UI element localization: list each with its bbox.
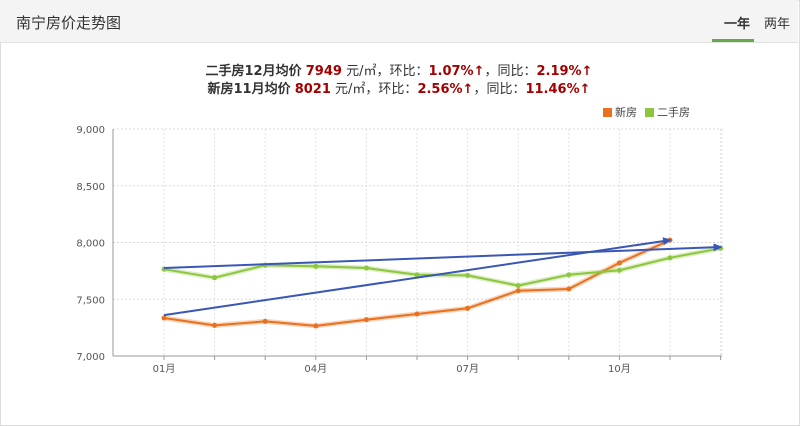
y-tick-label: 8,500 (76, 182, 105, 193)
series-point-1[interactable] (414, 272, 420, 278)
series-point-1[interactable] (515, 283, 521, 289)
new-price: 8021 (294, 82, 331, 97)
new-yoy: 11.46%↑ (525, 82, 591, 97)
series-point-0[interactable] (262, 318, 268, 324)
series-point-0[interactable] (616, 260, 622, 266)
series-point-0[interactable] (465, 305, 471, 311)
y-tick-label: 9,000 (76, 125, 105, 136)
series-point-1[interactable] (212, 275, 218, 281)
series-point-1[interactable] (313, 263, 319, 269)
resale-unit: 元/㎡，环比： (346, 64, 429, 79)
legend-swatch-resale (645, 107, 654, 117)
page-title: 南宁房价走势图 (16, 14, 122, 32)
series-point-0[interactable] (363, 317, 369, 323)
series-point-0[interactable] (566, 286, 572, 292)
y-tick-label: 7,000 (76, 352, 105, 363)
x-tick-label: 07月 (456, 363, 479, 375)
tab-one-year[interactable]: 一年 (724, 17, 751, 32)
series-line-1 (163, 247, 721, 287)
series-point-0[interactable] (414, 311, 420, 317)
series-point-0[interactable] (161, 315, 167, 321)
series-point-1[interactable] (363, 265, 369, 271)
tab-two-years[interactable]: 两年 (764, 17, 791, 32)
resale-price: 7949 (305, 64, 342, 79)
legend-item-new[interactable]: 新房 (603, 104, 637, 120)
resale-sep: ，同比： (484, 64, 537, 79)
series-point-1[interactable] (465, 272, 471, 278)
series-point-1[interactable] (566, 272, 572, 278)
y-tick-label: 8,000 (76, 239, 105, 250)
new-label: 新房11月均价 (207, 82, 291, 97)
new-mom: 2.56%↑ (417, 82, 474, 97)
series-point-0[interactable] (515, 288, 521, 294)
y-tick-label: 7,500 (76, 295, 105, 306)
series-point-0[interactable] (313, 323, 319, 329)
resale-mom: 1.07%↑ (428, 64, 485, 79)
x-tick-label: 10月 (608, 363, 631, 375)
panel-header: 南宁房价走势图 一年 两年 (0, 0, 798, 43)
legend-item-resale[interactable]: 二手房 (645, 104, 690, 120)
trend-arrow-1 (163, 243, 723, 270)
resale-yoy: 2.19%↑ (536, 64, 593, 79)
active-tab-indicator (712, 39, 754, 42)
series-point-1[interactable] (616, 267, 622, 273)
legend-label-new: 新房 (615, 106, 637, 119)
x-tick-label: 01月 (153, 363, 176, 375)
resale-label: 二手房12月均价 (205, 64, 302, 79)
series-point-0[interactable] (212, 322, 218, 328)
legend-swatch-new (603, 107, 612, 117)
resale-summary: 二手房12月均价 7949 元/㎡，环比：1.07%↑，同比：2.19%↑ (0, 60, 798, 79)
series-point-1[interactable] (667, 255, 673, 261)
new-summary: 新房11月均价 8021 元/㎡，环比：2.56%↑，同比：11.46%↑ (0, 78, 798, 97)
x-tick-label: 04月 (304, 363, 327, 375)
new-unit: 元/㎡，环比： (335, 82, 418, 97)
new-sep: ，同比： (473, 82, 526, 97)
legend-label-resale: 二手房 (657, 106, 690, 119)
